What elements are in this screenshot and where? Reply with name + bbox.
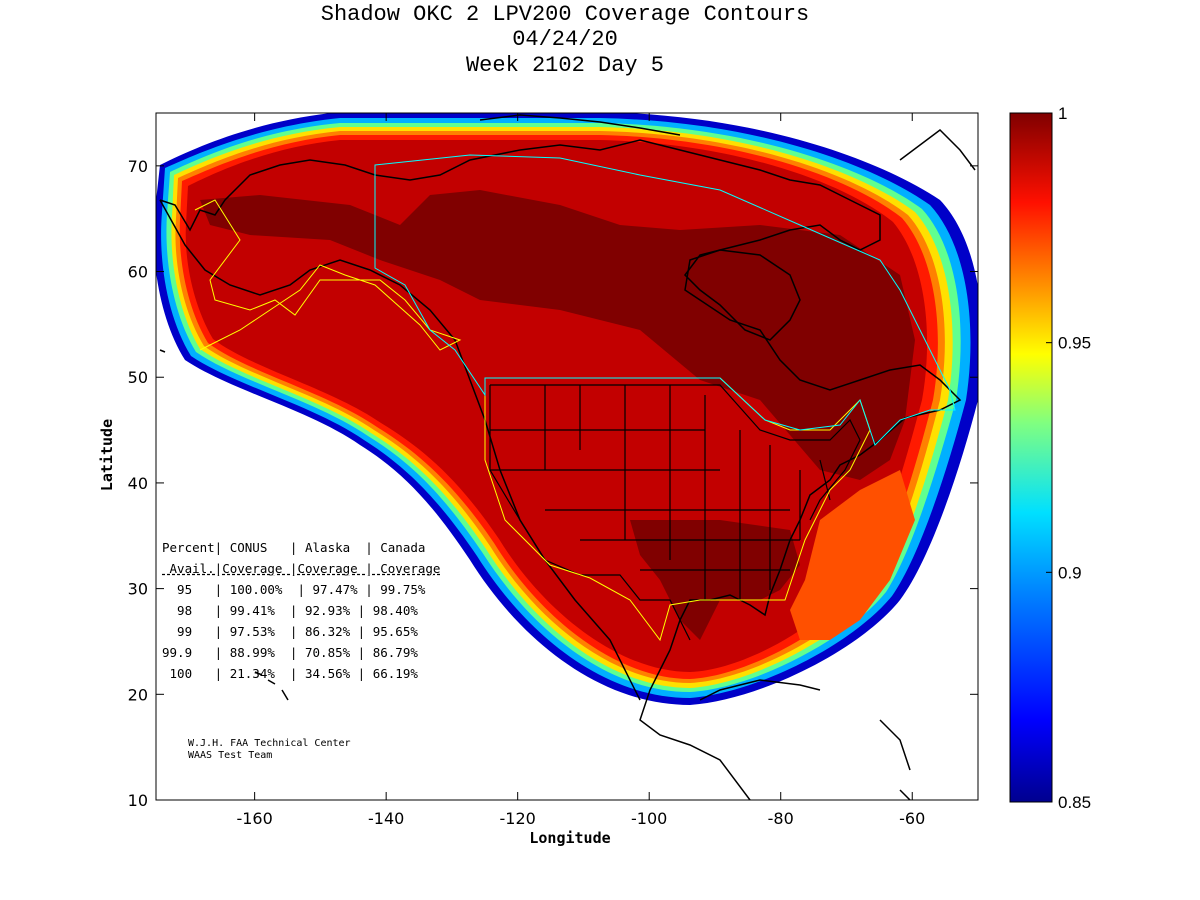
contour-orange-east: [790, 470, 915, 640]
x-axis-label: Longitude: [529, 829, 610, 847]
axes-frame: [155, 112, 979, 801]
contour-1.0-north: [200, 190, 915, 480]
chart-title-line2: 04/24/20: [512, 27, 618, 52]
colorbar: [1009, 112, 1053, 803]
colorbar-tick-label: 0.9: [1058, 563, 1082, 582]
x-tick-label: -120: [500, 809, 536, 828]
credit-line2: WAAS Test Team: [188, 750, 273, 761]
y-tick-label: 40: [128, 474, 148, 493]
chart-title-line3: Week 2102 Day 5: [465, 53, 665, 78]
stats-row: 99.9 | 88.99% | 70.85% | 86.79%: [162, 645, 418, 660]
colorbar-tick-label: 1: [1058, 104, 1067, 123]
x-tick-label: -60: [899, 809, 925, 828]
stats-row: 98 | 99.41% | 92.93% | 98.40%: [162, 603, 418, 618]
y-axis-label: Latitude: [98, 419, 116, 491]
y-tick-label: 70: [128, 157, 148, 176]
coverage-contours: [156, 113, 978, 705]
y-axis-ticks: 10 20 30 40 50 60 70: [128, 157, 978, 810]
x-tick-label: -140: [368, 809, 404, 828]
y-tick-label: 30: [128, 580, 148, 599]
y-tick-label: 60: [128, 263, 148, 282]
x-tick-label: -160: [236, 809, 272, 828]
colorbar-tick-label: 0.95: [1058, 334, 1091, 353]
region-borders: [194, 154, 956, 642]
us-state-lines: [489, 384, 861, 641]
stats-row: 99 | 97.53% | 86.32% | 95.65%: [162, 624, 418, 639]
stats-header-line1: Percent| CONUS | Alaska | Canada: [162, 540, 426, 555]
coverage-stats-table: Percent| CONUS | Alaska | Canada Avail.|…: [162, 516, 440, 705]
colorbar-tick-label: 0.85: [1058, 793, 1091, 812]
credit-line1: W.J.H. FAA Technical Center: [188, 738, 351, 749]
contour-1.0-south: [630, 520, 800, 640]
y-tick-label: 20: [128, 685, 148, 704]
x-tick-label: -100: [631, 809, 667, 828]
chart-title-line1: Shadow OKC 2 LPV200 Coverage Contours: [320, 2, 810, 27]
x-axis-ticks: -160 -140 -120 -100 -80 -60: [236, 113, 925, 828]
stats-row: 100 | 21.34% | 34.56% | 66.19%: [162, 666, 418, 681]
colorbar-ticks: 0.85 0.9 0.95 1: [1046, 104, 1091, 812]
x-tick-label: -80: [768, 809, 794, 828]
y-tick-label: 10: [128, 791, 148, 810]
y-tick-label: 50: [128, 368, 148, 387]
credit-block: W.J.H. FAA Technical Center WAAS Test Te…: [188, 738, 351, 762]
stats-header-line2: Avail.|Coverage |Coverage | Coverage: [162, 561, 441, 576]
stats-row: 95 | 100.00% | 97.47% | 99.75%: [162, 582, 426, 597]
